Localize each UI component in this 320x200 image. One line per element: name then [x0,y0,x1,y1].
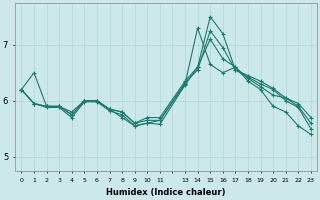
X-axis label: Humidex (Indice chaleur): Humidex (Indice chaleur) [107,188,226,197]
